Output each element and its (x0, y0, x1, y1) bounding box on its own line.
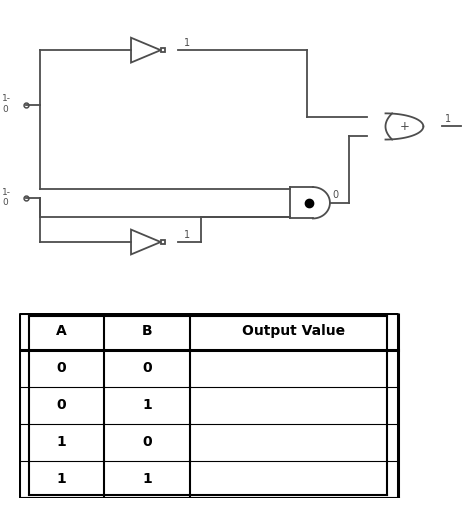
Text: 0: 0 (142, 435, 152, 449)
Text: 0: 0 (2, 198, 8, 207)
Bar (161, 48, 165, 52)
Bar (161, 240, 165, 244)
Text: 1-: 1- (2, 94, 11, 104)
Text: 0: 0 (57, 398, 66, 412)
Text: Output Value: Output Value (242, 324, 345, 339)
Text: 1: 1 (142, 472, 152, 486)
Text: 0: 0 (142, 361, 152, 376)
Text: A: A (56, 324, 67, 339)
Text: +: + (400, 120, 409, 133)
Text: 1-: 1- (2, 188, 11, 197)
Text: 1: 1 (445, 114, 451, 124)
Text: 0: 0 (333, 190, 339, 201)
Text: 1: 1 (142, 398, 152, 412)
Text: 1: 1 (57, 472, 67, 486)
Text: 1: 1 (184, 38, 190, 48)
Text: B: B (141, 324, 152, 339)
Text: 1: 1 (184, 230, 190, 240)
Text: 0: 0 (57, 361, 66, 376)
Text: 1: 1 (57, 435, 67, 449)
Text: 0: 0 (2, 105, 8, 113)
